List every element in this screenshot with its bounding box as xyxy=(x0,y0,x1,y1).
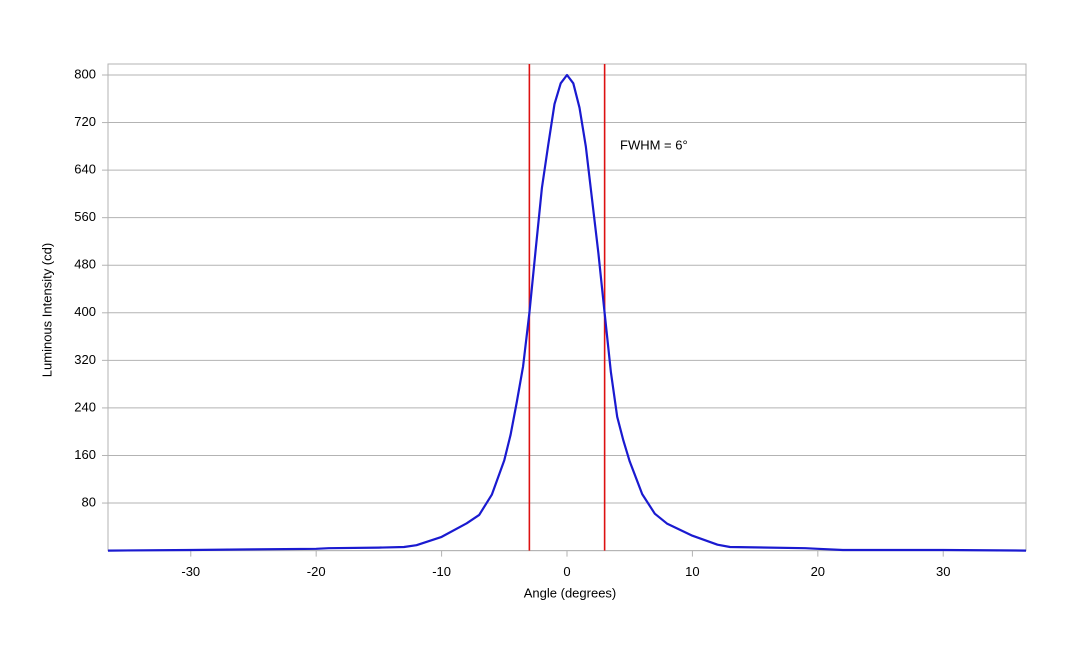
y-tick-label: 640 xyxy=(74,162,96,177)
y-axis-label: Luminous Intensity (cd) xyxy=(39,243,54,377)
x-axis-label: Angle (degrees) xyxy=(524,585,617,600)
annotation: FWHM = 6° xyxy=(620,137,688,152)
x-tick-label: 0 xyxy=(563,564,570,579)
x-tick-label: 20 xyxy=(811,564,825,579)
y-tick-label: 80 xyxy=(82,494,96,509)
y-tick-label: 320 xyxy=(74,352,96,367)
y-tick-label: 800 xyxy=(74,66,96,81)
x-tick-label: -10 xyxy=(432,564,451,579)
series-line xyxy=(107,73,1027,552)
plot-area xyxy=(107,63,1027,552)
y-tick-label: 720 xyxy=(74,114,96,129)
y-tick-label: 480 xyxy=(74,257,96,272)
x-tick-label: 10 xyxy=(685,564,699,579)
y-tick-label: 560 xyxy=(74,209,96,224)
x-tick-label: 30 xyxy=(936,564,950,579)
y-tick-label: 160 xyxy=(74,447,96,462)
x-tick-label: -20 xyxy=(307,564,326,579)
y-tick-label: 240 xyxy=(74,399,96,414)
x-tick-label: -30 xyxy=(181,564,200,579)
y-tick-label: 400 xyxy=(74,304,96,319)
